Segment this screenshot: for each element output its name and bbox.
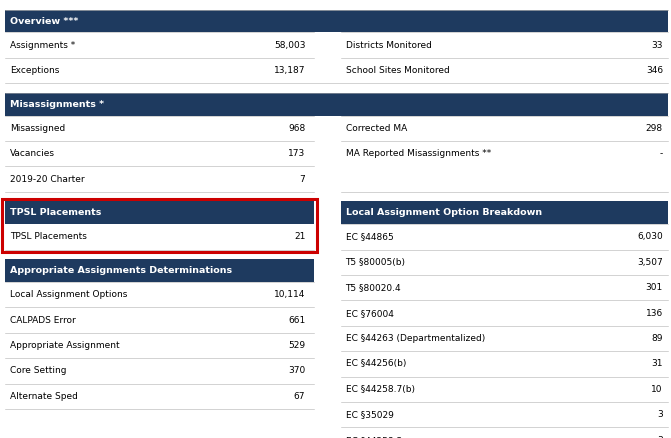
Text: EC §44256(b): EC §44256(b) (346, 360, 406, 368)
Text: Local Assignment Options: Local Assignment Options (10, 290, 127, 299)
Text: Exceptions: Exceptions (10, 66, 60, 75)
Text: Misassigned: Misassigned (10, 124, 65, 133)
Text: 136: 136 (646, 309, 663, 318)
Text: 67: 67 (294, 392, 305, 401)
Text: 173: 173 (288, 149, 305, 158)
Text: MA Reported Misassignments **: MA Reported Misassignments ** (346, 149, 491, 158)
Text: 13,187: 13,187 (274, 66, 305, 75)
Text: 529: 529 (288, 341, 305, 350)
Text: 3: 3 (657, 436, 663, 438)
Text: Vacancies: Vacancies (10, 149, 55, 158)
FancyBboxPatch shape (5, 201, 314, 224)
Text: 6,030: 6,030 (637, 233, 663, 241)
Text: EC §35029: EC §35029 (346, 410, 393, 419)
Text: 661: 661 (288, 316, 305, 325)
Text: T5 §80005(b): T5 §80005(b) (346, 258, 405, 267)
Text: Appropriate Assignments Determinations: Appropriate Assignments Determinations (10, 266, 232, 275)
FancyBboxPatch shape (5, 259, 314, 282)
FancyBboxPatch shape (5, 10, 668, 32)
Text: EC §44258.3: EC §44258.3 (346, 436, 402, 438)
Text: 58,003: 58,003 (274, 41, 305, 49)
Text: 968: 968 (288, 124, 305, 133)
Text: Assignments *: Assignments * (10, 41, 75, 49)
Text: 7: 7 (299, 175, 305, 184)
Text: Corrected MA: Corrected MA (346, 124, 407, 133)
Text: School Sites Monitored: School Sites Monitored (346, 66, 450, 75)
Text: 10,114: 10,114 (274, 290, 305, 299)
Text: Core Setting: Core Setting (10, 367, 66, 375)
Text: 89: 89 (652, 334, 663, 343)
Text: 21: 21 (294, 233, 305, 241)
Text: 31: 31 (652, 360, 663, 368)
Text: 298: 298 (646, 124, 663, 133)
Text: Misassignments *: Misassignments * (10, 100, 104, 109)
Text: 33: 33 (652, 41, 663, 49)
Text: 3: 3 (657, 410, 663, 419)
FancyBboxPatch shape (341, 201, 668, 224)
Text: 346: 346 (646, 66, 663, 75)
Text: 370: 370 (288, 367, 305, 375)
Text: -: - (660, 149, 663, 158)
Text: 2019-20 Charter: 2019-20 Charter (10, 175, 85, 184)
Text: Local Assignment Option Breakdown: Local Assignment Option Breakdown (346, 208, 541, 217)
Text: CALPADS Error: CALPADS Error (10, 316, 76, 325)
Text: 301: 301 (646, 283, 663, 292)
Text: TPSL Placements: TPSL Placements (10, 233, 87, 241)
Text: EC §44865: EC §44865 (346, 233, 393, 241)
Text: Appropriate Assignment: Appropriate Assignment (10, 341, 119, 350)
Text: EC §76004: EC §76004 (346, 309, 393, 318)
Text: EC §44258.7(b): EC §44258.7(b) (346, 385, 415, 394)
Text: Alternate Sped: Alternate Sped (10, 392, 78, 401)
FancyBboxPatch shape (5, 93, 668, 116)
Text: Overview ***: Overview *** (10, 17, 79, 25)
Text: TPSL Placements: TPSL Placements (10, 208, 101, 217)
Text: EC §44263 (Departmentalized): EC §44263 (Departmentalized) (346, 334, 485, 343)
Text: T5 §80020.4: T5 §80020.4 (346, 283, 401, 292)
Text: 10: 10 (652, 385, 663, 394)
Text: 3,507: 3,507 (637, 258, 663, 267)
Text: Districts Monitored: Districts Monitored (346, 41, 431, 49)
